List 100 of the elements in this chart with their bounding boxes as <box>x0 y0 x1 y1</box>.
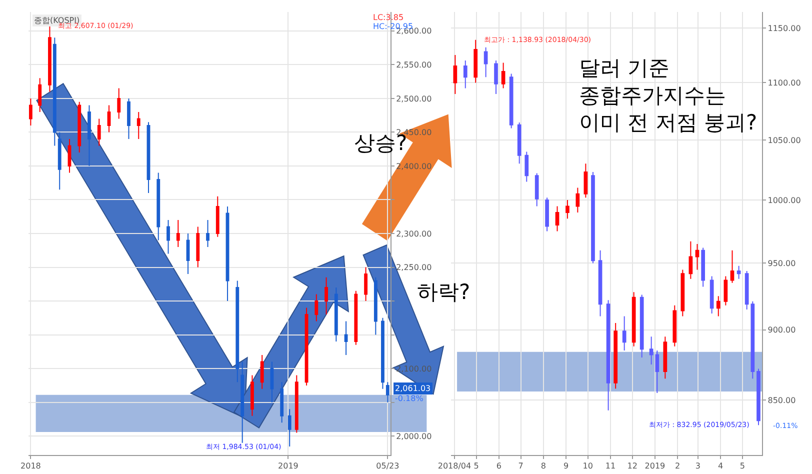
candlestick <box>48 26 52 92</box>
candlestick <box>280 382 284 424</box>
candlestick <box>614 322 618 390</box>
candlestick <box>88 104 91 166</box>
candlestick <box>28 98 32 126</box>
candlestick <box>166 219 170 254</box>
y-tick-label: 850.00 <box>768 396 796 405</box>
x-tick-label: 8 <box>540 462 546 471</box>
text: 종합(KOSPI) <box>34 16 80 25</box>
candlestick <box>632 292 636 347</box>
candlestick <box>216 196 220 238</box>
y-tick-label: 2,300.00 <box>396 229 432 238</box>
candlestick <box>354 290 358 346</box>
candlestick <box>136 111 140 140</box>
candlestick <box>695 243 700 270</box>
y-tick-label: 2,000.00 <box>396 432 432 441</box>
candlestick <box>146 122 150 194</box>
candlestick <box>240 361 244 444</box>
candlestick <box>314 294 318 322</box>
candlestick <box>724 276 728 306</box>
x-tick-label: 2019 <box>278 462 298 471</box>
candlestick <box>236 280 240 383</box>
x-tick-label: 5 <box>474 462 479 471</box>
candlestick <box>736 265 741 280</box>
candlestick <box>250 374 254 416</box>
annotation: LC:3.85 <box>373 13 404 22</box>
text: -0.18% <box>395 394 424 403</box>
candlestick <box>474 39 478 84</box>
y-tick-label: 900.00 <box>768 326 796 335</box>
y-tick-label: 2,100.00 <box>396 364 432 374</box>
candlestick <box>52 37 56 146</box>
candlestick <box>584 163 588 198</box>
candlestick <box>606 300 610 411</box>
candlestick <box>576 187 580 213</box>
candlestick <box>655 350 660 394</box>
x-tick-label: 5 <box>740 462 745 471</box>
candlestick <box>381 317 384 390</box>
x-tick-label: 12 <box>627 462 638 471</box>
candlestick <box>756 368 760 426</box>
x-tick-label: 9 <box>563 462 569 471</box>
candlestick <box>196 226 200 268</box>
candlestick <box>206 219 210 248</box>
x-tick-label: 11 <box>605 462 616 471</box>
x-tick-label: 2018 <box>20 462 41 471</box>
candlestick <box>640 294 644 358</box>
candlestick <box>517 122 522 164</box>
candlestick <box>649 336 654 365</box>
candlestick <box>364 266 368 302</box>
x-tick-label: 2018/04 <box>438 462 472 471</box>
candlestick <box>374 276 378 336</box>
candlestick <box>545 197 549 232</box>
candlestick <box>524 151 529 182</box>
candlestick <box>260 354 264 390</box>
x-tick-label: 05/23 <box>376 462 400 471</box>
y-tick-label: 2,550.00 <box>396 60 432 70</box>
y-tick-label: 1150.00 <box>768 24 801 33</box>
candlestick <box>555 206 560 232</box>
x-tick-label: 3 <box>695 462 701 471</box>
y-tick-label: 1000.00 <box>768 196 801 205</box>
candlestick <box>78 101 82 153</box>
annotation: 달러 기준 종합주가지수는 이미 전 저점 붕괴? <box>579 56 758 135</box>
candlestick <box>334 287 338 342</box>
candlestick <box>156 172 160 241</box>
text: 2,061.03 <box>395 384 431 393</box>
candlestick <box>494 60 498 94</box>
x-tick-label: 2019 <box>644 462 666 471</box>
y-tick-label: 1050.00 <box>768 136 801 145</box>
candlestick <box>288 408 292 448</box>
x-tick-label: 4 <box>718 462 724 471</box>
candlestick <box>663 336 668 380</box>
candlestick <box>710 276 714 314</box>
candlestick <box>270 361 274 403</box>
y-tick-label: 1100.00 <box>768 78 801 88</box>
candlestick <box>716 296 720 317</box>
candlestick <box>97 118 101 146</box>
candlestick <box>226 206 230 302</box>
x-tick-label: 7 <box>518 462 524 471</box>
candlestick <box>117 88 121 120</box>
y-tick-label: 950.00 <box>768 259 796 268</box>
x-tick-label: 6 <box>496 462 502 471</box>
candlestick <box>730 250 734 284</box>
candlestick <box>672 304 677 347</box>
candlestick <box>186 233 190 275</box>
x-tick-label: 2 <box>675 462 680 471</box>
candlestick <box>484 46 488 78</box>
candlestick <box>591 172 595 264</box>
candlestick <box>566 200 570 220</box>
candlestick <box>68 138 72 174</box>
candlestick <box>107 104 111 133</box>
candlestick <box>127 98 130 140</box>
candlestick <box>344 320 348 356</box>
candlestick <box>38 78 42 112</box>
y-tick-label: 2,500.00 <box>396 94 432 104</box>
candlestick <box>324 276 328 316</box>
annotation: 하락? <box>417 280 470 304</box>
candlestick <box>701 247 706 288</box>
candlestick <box>58 132 62 190</box>
candlestick <box>680 269 685 317</box>
candlestick <box>453 54 458 94</box>
candlestick <box>463 60 468 89</box>
